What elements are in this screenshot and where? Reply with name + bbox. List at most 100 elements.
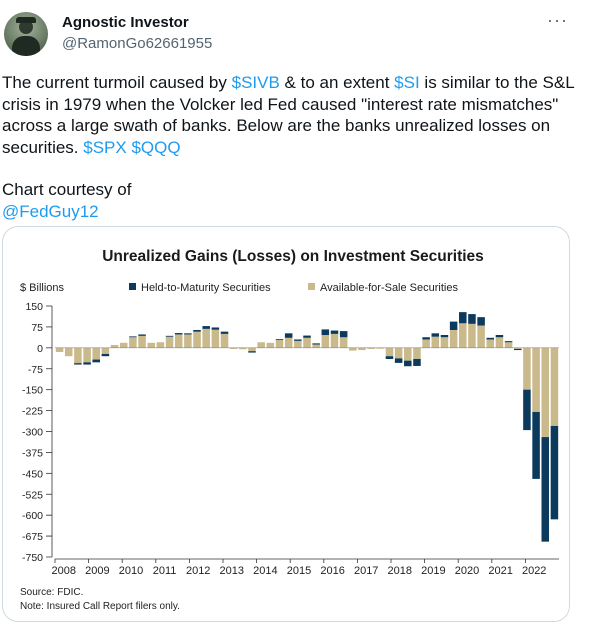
bar-htm: [284, 333, 293, 338]
bar-htm: [495, 335, 504, 338]
author-avatar[interactable]: [4, 12, 48, 56]
bar-afs: [147, 342, 155, 348]
bar-htm: [404, 360, 412, 367]
x-axis: 2008 2009 2010 2011 2012 2013 2014 2015 2016 2017…: [52, 558, 559, 577]
bar-afs: [312, 344, 320, 348]
chart-svg: Unrealized Gains (Losses) on Investment …: [20, 248, 559, 612]
chart-legend: Held-to-Maturity Securities Available-fo…: [129, 282, 458, 294]
y-tick-label: -750: [22, 552, 43, 564]
bar-htm: [394, 358, 403, 363]
bar-afs: [275, 340, 284, 348]
x-tick-label: 2015: [287, 565, 311, 577]
bar-afs: [376, 347, 385, 349]
bar-afs: [321, 335, 330, 348]
cashtag-qqq[interactable]: $QQQ: [131, 137, 181, 157]
bar-afs: [440, 337, 449, 348]
bar-afs: [449, 329, 458, 348]
bar-afs: [413, 347, 421, 359]
bar-htm: [431, 333, 440, 337]
bar-afs: [495, 337, 504, 348]
bar-htm: [248, 351, 256, 353]
bar-afs: [468, 323, 476, 348]
x-tick-label: 2009: [85, 565, 109, 577]
bar-afs: [64, 347, 73, 357]
bar-afs: [74, 347, 82, 364]
bar-htm: [184, 333, 192, 335]
legend-swatch-htm: [129, 283, 136, 290]
legend-swatch-afs: [308, 283, 315, 290]
bar-afs: [486, 339, 495, 348]
bar-afs: [477, 325, 485, 348]
cashtag-sivb[interactable]: $SIVB: [231, 73, 280, 92]
bar-htm: [294, 339, 302, 341]
bar-htm: [211, 327, 220, 330]
bar-htm: [468, 314, 476, 324]
bar-afs: [394, 347, 403, 359]
legend-label-htm: Held-to-Maturity Securities: [141, 282, 271, 294]
bar-afs: [202, 328, 210, 348]
bar-htm: [330, 330, 339, 334]
y-tick-label: -450: [22, 468, 43, 480]
bar-htm: [92, 359, 100, 363]
x-tick-label: 2011: [153, 565, 177, 577]
bar-afs: [266, 342, 275, 348]
bar-afs: [367, 347, 375, 349]
chart-source: Source: FDIC.: [20, 587, 83, 598]
chart-title: Unrealized Gains (Losses) on Investment …: [102, 248, 484, 265]
bar-afs: [239, 347, 247, 350]
bar-htm: [440, 335, 449, 338]
bar-afs: [385, 347, 394, 357]
bar-htm: [174, 333, 183, 335]
bar-htm: [220, 331, 229, 334]
y-tick-label: -525: [22, 489, 43, 501]
bar-afs: [504, 342, 513, 348]
tweet-text-segment: Chart courtesy of: [2, 180, 132, 199]
bar-afs: [523, 347, 531, 390]
y-axis-unit-label: $ Billions: [20, 282, 65, 294]
bar-htm: [83, 362, 91, 365]
bar-afs: [404, 347, 412, 361]
bar-htm: [138, 334, 146, 336]
bar-htm: [514, 348, 522, 351]
cashtag-spx[interactable]: $SPX: [83, 137, 127, 157]
bar-htm: [202, 326, 210, 329]
paragraph-gap: [2, 158, 577, 179]
bar-afs: [532, 347, 540, 412]
x-tick-label: 2021: [488, 565, 512, 577]
author-display-name[interactable]: Agnostic Investor: [62, 14, 189, 31]
bar-htm: [385, 356, 394, 359]
bar-afs: [248, 347, 256, 352]
bar-afs: [138, 335, 146, 348]
author-handle[interactable]: @RamonGo62661955: [62, 35, 213, 52]
bar-afs: [550, 347, 559, 426]
avatar-hat-shape: [16, 17, 36, 23]
bar-htm: [550, 425, 559, 520]
bar-afs: [422, 339, 430, 348]
tweet-media-chart[interactable]: Unrealized Gains (Losses) on Investment …: [2, 226, 570, 622]
cashtag-si[interactable]: $SI: [394, 73, 420, 92]
tweet-text-segment: & to an extent: [279, 73, 395, 92]
bar-htm: [312, 343, 320, 345]
tweet-text-segment: is similar to the S&L crisis in 1979 whe…: [2, 73, 575, 157]
bar-htm: [275, 339, 284, 341]
bar-afs: [541, 347, 550, 438]
bar-afs: [257, 342, 265, 348]
bar-afs: [174, 334, 183, 348]
bar-htm: [101, 353, 110, 357]
bar-afs: [193, 331, 201, 348]
avatar-head-shape: [19, 20, 33, 34]
x-tick-label: 2008: [52, 565, 76, 577]
tweet-text: The current turmoil caused by $SIVB & to…: [2, 72, 577, 222]
mention-fedguy12[interactable]: @FedGuy12: [2, 201, 99, 221]
bar-htm: [449, 321, 458, 330]
x-tick-label: 2010: [119, 565, 143, 577]
bar-htm: [193, 329, 201, 332]
bar-htm: [486, 337, 495, 340]
bar-afs: [220, 333, 229, 348]
tweet-paragraph-1: The current turmoil caused by $SIVB & to…: [2, 72, 577, 158]
bar-afs: [330, 333, 339, 348]
bar-afs: [55, 347, 64, 353]
bar-afs: [459, 323, 467, 348]
more-horizontal-icon[interactable]: ···: [547, 10, 568, 30]
bar-afs: [284, 337, 293, 348]
